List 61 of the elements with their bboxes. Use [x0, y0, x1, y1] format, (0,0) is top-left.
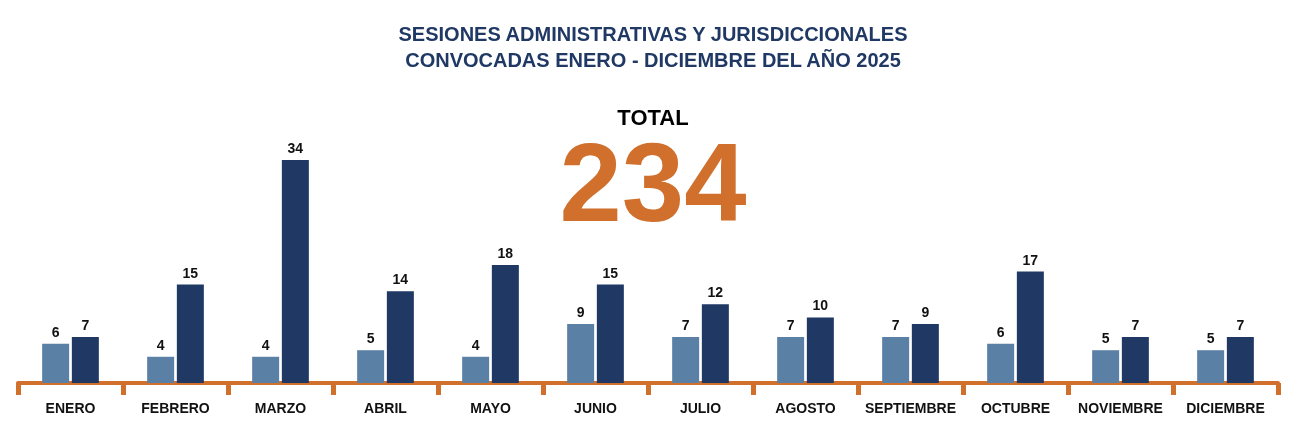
x-tick-label: DICIEMBRE: [1186, 400, 1265, 416]
bar: [386, 291, 414, 383]
bar: [491, 264, 519, 383]
data-label: 5: [1101, 330, 1110, 347]
x-tick-label: ENERO: [45, 400, 96, 416]
data-label: 12: [707, 284, 724, 301]
data-label: 7: [681, 317, 690, 334]
bar: [357, 350, 385, 383]
bar: [1226, 337, 1254, 383]
x-tick-label: ABRIL: [364, 400, 408, 416]
data-label: 7: [1236, 317, 1245, 334]
bar: [987, 343, 1015, 383]
data-label: 5: [366, 330, 375, 347]
bar: [176, 284, 204, 383]
bar: [701, 304, 729, 383]
bar: [1092, 350, 1120, 383]
bar: [147, 356, 175, 383]
bar: [252, 356, 280, 383]
bar: [1197, 350, 1225, 383]
data-label: 15: [182, 264, 199, 281]
data-label: 10: [812, 297, 829, 314]
data-label: 4: [261, 336, 270, 353]
bar: [882, 337, 910, 383]
data-label: 7: [891, 317, 900, 334]
bar: [462, 356, 490, 383]
x-tick-label: JULIO: [679, 400, 722, 416]
data-label: 15: [602, 264, 619, 281]
bar: [806, 317, 834, 383]
data-label: 7: [1131, 317, 1140, 334]
bar: [1121, 337, 1149, 383]
bar: [911, 323, 939, 383]
x-tick-label: FEBRERO: [141, 400, 210, 416]
bar: [281, 160, 309, 383]
data-label: 6: [996, 323, 1005, 340]
data-label: 6: [51, 323, 60, 340]
data-label: 4: [471, 336, 480, 353]
x-tick-label: SEPTIEMBRE: [864, 400, 957, 416]
data-label: 34: [287, 140, 304, 156]
x-tick-label: NOVIEMBRE: [1078, 400, 1163, 416]
data-label: 7: [786, 317, 795, 334]
data-label: 9: [576, 303, 585, 320]
data-label: 7: [81, 317, 90, 334]
bar: [1016, 271, 1044, 383]
x-tick-label: OCTUBRE: [980, 400, 1051, 416]
data-label: 9: [921, 303, 930, 320]
x-tick-label: MARZO: [254, 400, 307, 416]
bar: [777, 337, 805, 383]
bar: [567, 323, 595, 383]
chart-title: SESIONES ADMINISTRATIVAS Y JURISDICCIONALES CONVOCADAS ENERO - DICIEMBRE DEL AÑO 2025: [398, 23, 908, 71]
bar: [71, 337, 99, 383]
x-tick-label: MAYO: [470, 400, 511, 416]
bar: [42, 343, 70, 383]
data-label: 18: [497, 244, 514, 261]
bar: [672, 337, 700, 383]
x-tick-label: AGOSTO: [775, 400, 836, 416]
x-tick-label: JUNIO: [574, 400, 617, 416]
bar: [596, 284, 624, 383]
data-label: 14: [392, 271, 409, 288]
data-label: 5: [1206, 330, 1215, 347]
data-label: 4: [156, 336, 165, 353]
data-label: 17: [1022, 251, 1039, 268]
